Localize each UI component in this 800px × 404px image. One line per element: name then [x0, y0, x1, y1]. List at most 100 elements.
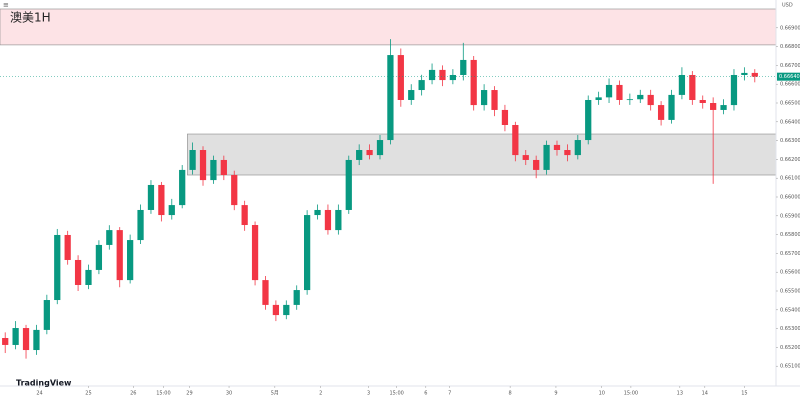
candle-body — [408, 90, 415, 100]
candle-body — [262, 280, 269, 305]
candle-body — [85, 269, 92, 285]
candle-body — [127, 240, 134, 281]
candle-body — [574, 140, 581, 156]
y-tick-label: 0.66100 — [780, 176, 800, 182]
candle-body — [54, 234, 61, 301]
candle-body — [2, 338, 9, 345]
candle-body — [74, 259, 82, 285]
x-tick-label: 15:00 — [389, 391, 403, 397]
candle-body — [33, 329, 40, 351]
y-tick-label: 0.65900 — [780, 213, 800, 219]
candle-body — [324, 209, 332, 231]
candle-body — [199, 150, 207, 181]
x-tick-label: 6 — [424, 391, 427, 397]
x-tick-label: 10 — [599, 391, 605, 397]
candle-body — [387, 55, 394, 141]
y-tick-label: 0.66300 — [780, 138, 800, 144]
last-price-label: 0.66640 — [779, 74, 800, 80]
candle-body — [304, 215, 311, 291]
y-tick-label: 0.66400 — [780, 119, 800, 125]
candle-body — [220, 159, 227, 176]
candle-body — [585, 99, 592, 141]
candle-body — [210, 159, 217, 181]
candle-body — [231, 175, 238, 206]
candle-body — [460, 59, 467, 75]
x-tick-label: 13 — [677, 391, 683, 397]
candle-body — [147, 184, 155, 210]
last-price-box — [777, 72, 800, 81]
y-tick-label: 0.65500 — [780, 289, 800, 295]
y-tick-label: 0.66000 — [780, 195, 800, 201]
candle-body — [668, 94, 675, 120]
candle-body — [751, 72, 758, 77]
candle-body — [720, 105, 727, 110]
y-tick-label: 0.66600 — [780, 82, 800, 88]
candle-body — [678, 74, 686, 95]
candle-body — [179, 169, 186, 206]
x-tick-label: 14 — [702, 391, 708, 397]
zone — [187, 133, 777, 176]
y-tick-label: 0.66500 — [780, 101, 800, 107]
x-tick-label: 25 — [85, 391, 91, 397]
y-tick-label: 0.66700 — [780, 63, 800, 69]
candle-body — [335, 209, 342, 231]
candle-body — [491, 90, 498, 110]
candle-body — [12, 328, 19, 345]
x-tick-label: 29 — [186, 391, 192, 397]
candle-body — [501, 109, 509, 125]
candle-body — [710, 103, 717, 110]
candle-body — [376, 140, 384, 156]
candle-body — [616, 84, 623, 100]
x-tick-label: 24 — [36, 391, 42, 397]
y-tick-label: 0.65200 — [780, 345, 800, 351]
candle-body — [345, 159, 352, 210]
candle-body — [116, 230, 123, 281]
y-tick-label: 0.65600 — [780, 270, 800, 276]
zone — [0, 8, 777, 46]
candle-body — [272, 304, 280, 316]
candle-body — [283, 304, 290, 316]
candle-body — [241, 205, 248, 226]
y-tick-label: 0.65300 — [780, 326, 800, 332]
currency-label: USD — [782, 3, 793, 9]
candle-body — [657, 105, 665, 120]
candle-body — [533, 159, 540, 170]
candle-body — [314, 209, 321, 216]
candle-body — [605, 84, 613, 98]
y-tick-label: 0.66800 — [780, 44, 800, 50]
candle-body — [480, 90, 488, 106]
candle-body — [553, 144, 561, 150]
candle-body — [189, 150, 196, 170]
x-tick-label: 7 — [448, 391, 451, 397]
x-tick-label: 30 — [226, 391, 232, 397]
candle-body — [512, 124, 519, 156]
y-tick-label: 0.65700 — [780, 251, 800, 257]
menu-icon[interactable]: ≡ — [3, 1, 9, 9]
candle-body — [449, 74, 456, 81]
candle-body — [699, 99, 706, 103]
candle-body — [64, 234, 71, 260]
candle-body — [428, 69, 436, 81]
candle-body — [647, 94, 654, 106]
candle-body — [522, 155, 529, 160]
candle-body — [418, 80, 425, 91]
logo: TradingView — [16, 379, 72, 388]
x-tick-label: 3 — [367, 391, 370, 397]
y-tick-label: 0.65100 — [780, 364, 800, 370]
candle-body — [397, 55, 404, 100]
candle-body — [470, 59, 477, 106]
x-tick-label: 26 — [130, 391, 136, 397]
x-tick-label: 2 — [319, 391, 322, 397]
x-tick-label: 15:00 — [624, 391, 638, 397]
candle-body — [730, 74, 738, 106]
x-tick-label: 15:00 — [156, 391, 170, 397]
candle-body — [137, 209, 144, 241]
candle-body — [595, 97, 602, 100]
candle-body — [741, 72, 748, 75]
candle-body — [106, 230, 113, 245]
x-tick-label: 5月 — [271, 391, 279, 397]
x-tick-label: 15 — [741, 391, 747, 397]
candle-body — [626, 99, 633, 101]
candle-body — [293, 290, 300, 305]
